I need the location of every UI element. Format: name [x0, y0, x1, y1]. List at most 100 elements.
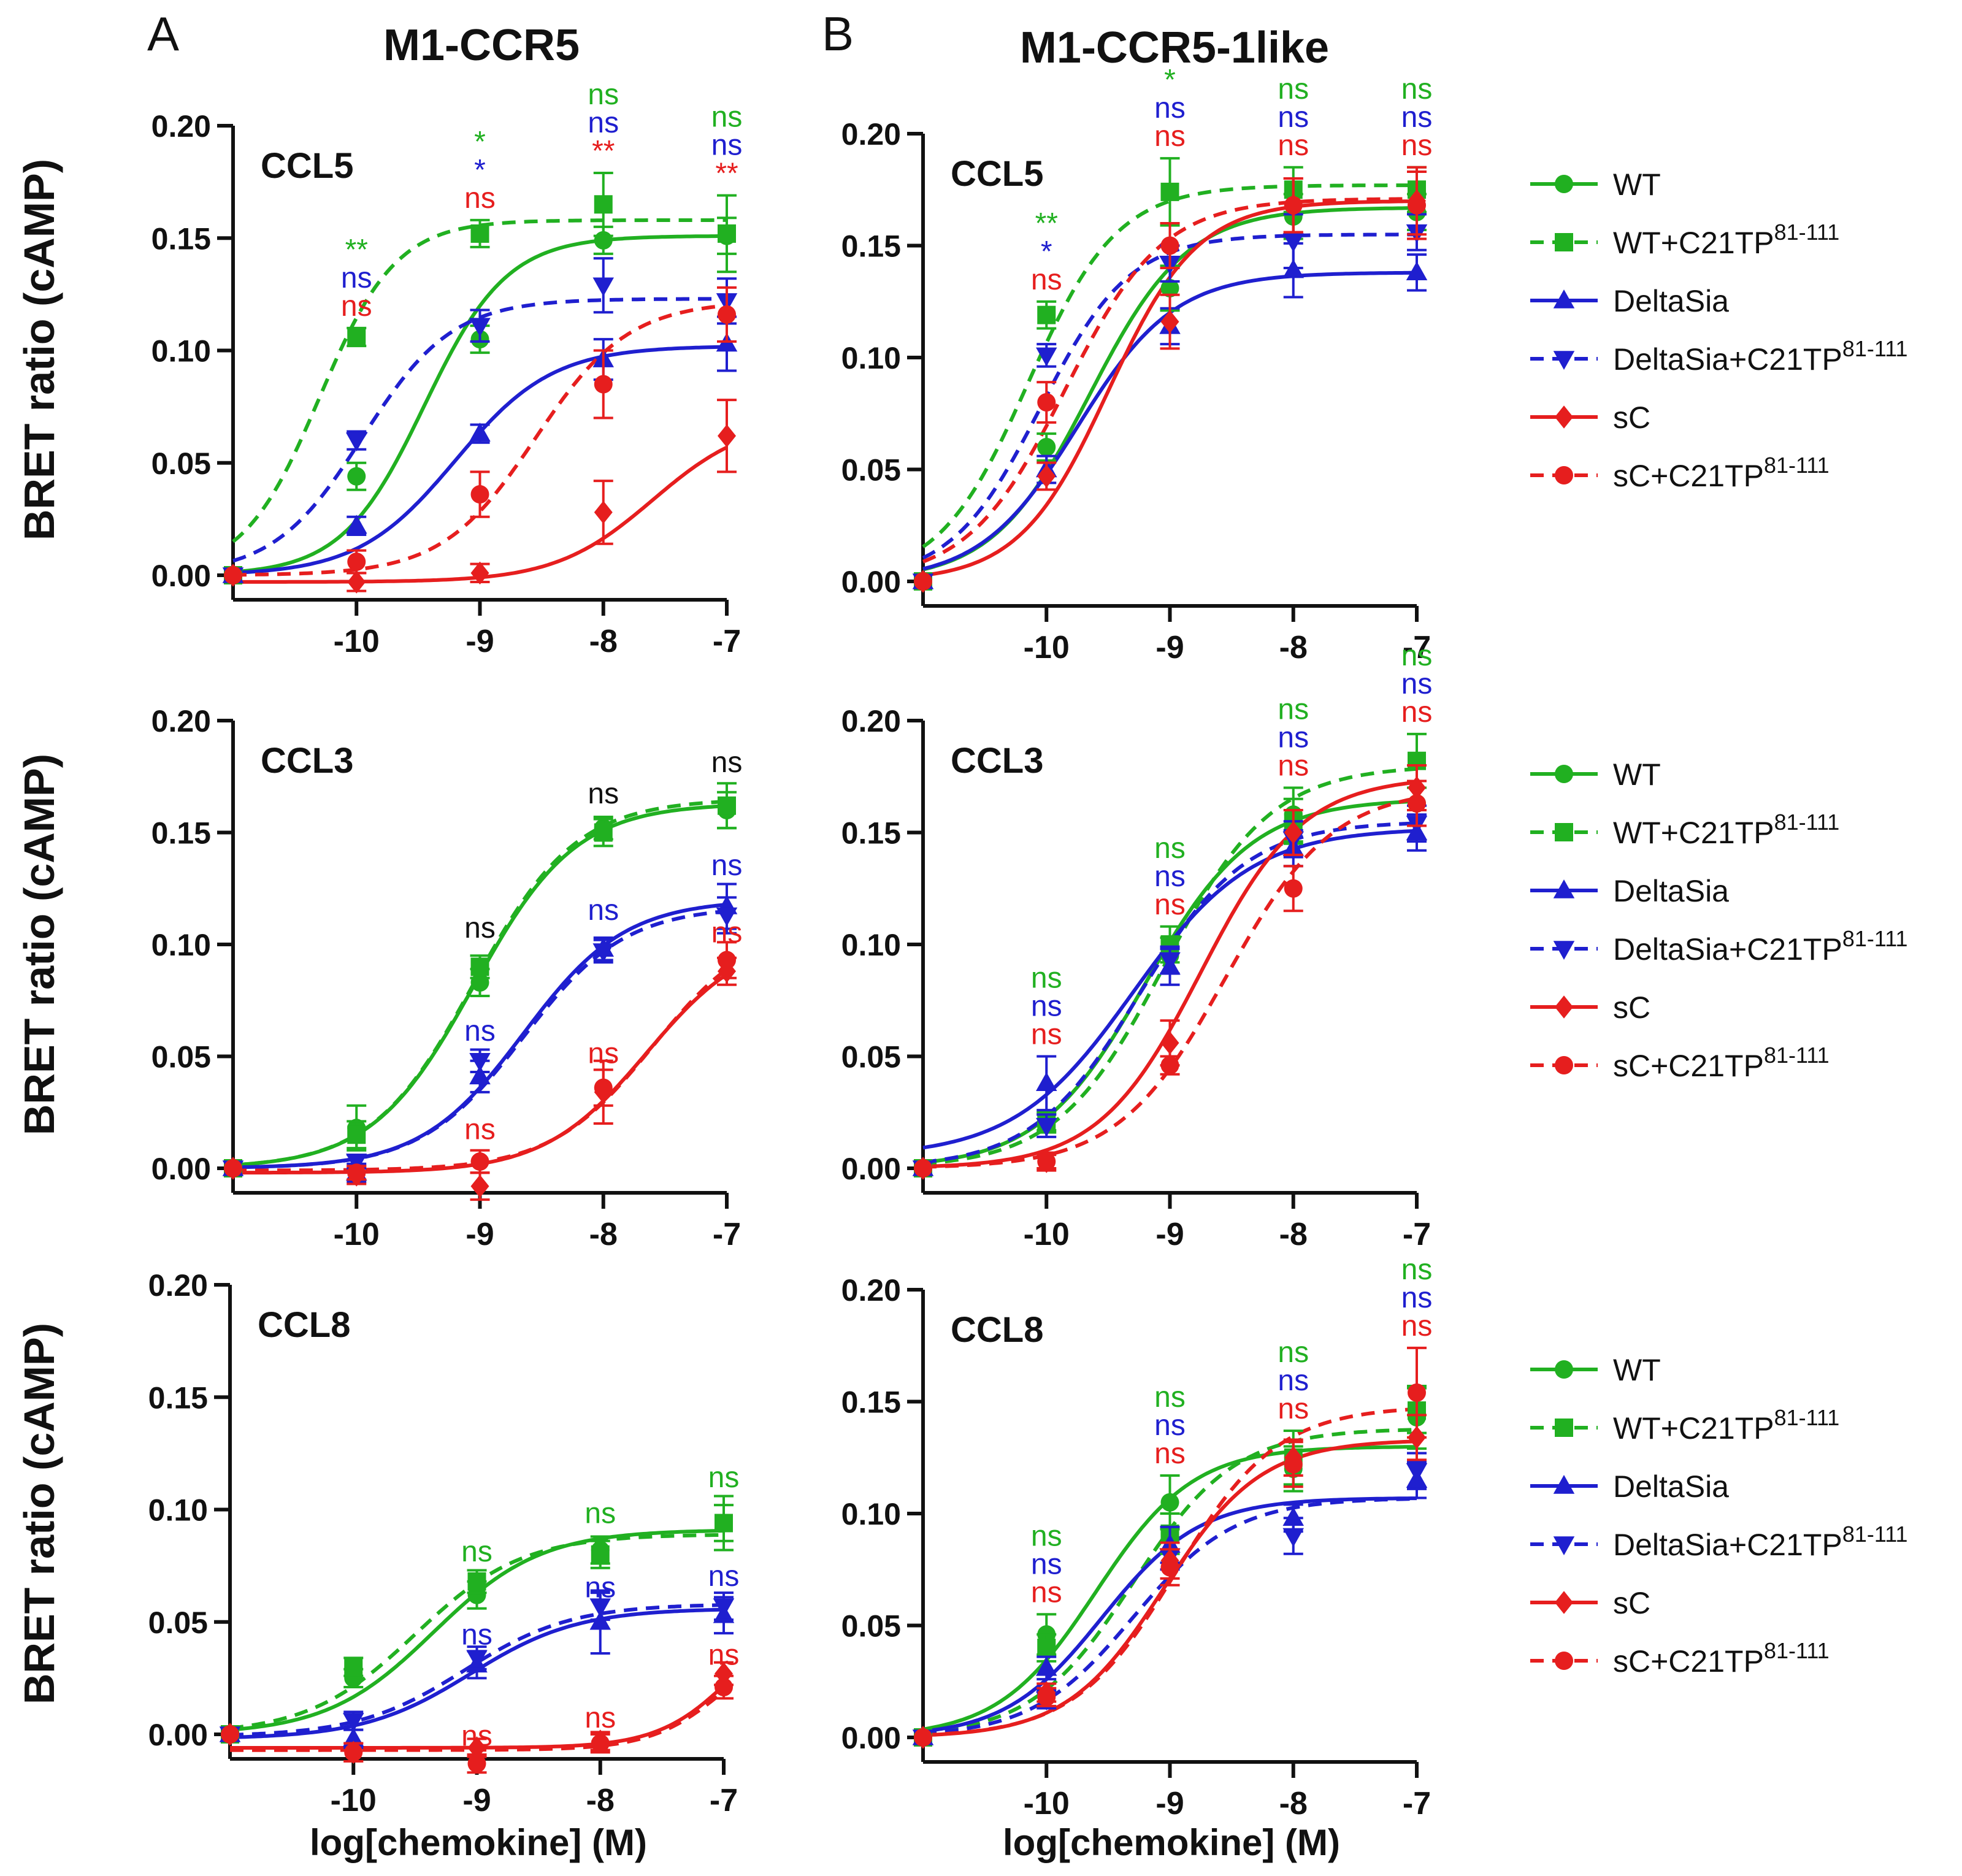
data-point — [1037, 1639, 1056, 1657]
data-point — [1408, 794, 1426, 813]
significance-label: ns — [1401, 1310, 1433, 1342]
legend-label: DeltaSia — [1613, 1469, 1729, 1504]
data-point — [1282, 233, 1304, 253]
legend-marker — [1553, 879, 1575, 898]
legend-row1: WT WT+C21TP81-111 DeltaSia DeltaSia+C21TP81… — [1530, 167, 1908, 493]
significance-label: ns — [464, 1015, 496, 1047]
significance-label: ns — [461, 1720, 492, 1752]
y-tick-label: 0.20 — [841, 704, 901, 738]
y-tick-label: 0.10 — [151, 334, 211, 369]
significance-label: ns — [1031, 1019, 1062, 1051]
significance-label: ns — [1154, 832, 1186, 865]
significance-label: ns — [584, 1571, 616, 1604]
chart-b-ccl5: 0.000.050.100.150.20-10 -9 -8 -7CCL5ns***ns… — [841, 64, 1433, 665]
y-tick-label: 0.20 — [841, 1273, 901, 1307]
data-point — [1160, 236, 1179, 255]
significance-label: ** — [1035, 207, 1058, 240]
significance-label: ns — [588, 107, 619, 139]
chart-a-ccl5: 0.000.050.100.150.20-10 -9 -8 -7CCL5nsns**n… — [151, 78, 743, 659]
significance-label: ns — [464, 912, 496, 944]
x-tick-label: -8 — [589, 624, 618, 659]
x-tick-label: -9 — [466, 624, 494, 659]
significance-label: ns — [588, 78, 619, 111]
legend-marker — [1553, 289, 1575, 308]
data-point — [718, 305, 736, 324]
significance-label: ns — [461, 1536, 492, 1568]
panel-letter-a: A — [147, 7, 179, 61]
data-point — [1408, 1383, 1426, 1402]
significance-label: ns — [711, 916, 743, 949]
x-tick-label: -10 — [1024, 1786, 1070, 1821]
legend-marker — [1555, 466, 1573, 484]
legend-label: sC — [1613, 1586, 1650, 1620]
data-point — [591, 1734, 610, 1753]
data-point — [713, 1598, 735, 1618]
significance-label: ns — [1031, 1548, 1062, 1580]
significance-label: ns — [1401, 73, 1433, 105]
y-tick-label: 0.15 — [151, 816, 211, 851]
x-tick-label: -7 — [1403, 1217, 1431, 1252]
significance-label: ns — [464, 1114, 496, 1146]
y-tick-label: 0.10 — [841, 1497, 901, 1531]
data-point — [1036, 1117, 1057, 1137]
y-tick-label: 0.15 — [841, 1385, 901, 1420]
y-tick-label: 0.05 — [148, 1606, 208, 1640]
legend-label: sC+C21TP81-111 — [1613, 1638, 1830, 1679]
y-tick-label: 0.10 — [841, 341, 901, 375]
significance-label: ns — [1031, 990, 1062, 1023]
legend-item: DeltaSia — [1530, 1469, 1729, 1504]
legend-item: DeltaSia — [1530, 874, 1729, 908]
x-tick-label: -9 — [1155, 630, 1184, 665]
fit-curve — [232, 345, 727, 575]
data-point — [1160, 182, 1179, 201]
data-point — [716, 907, 738, 927]
significance-label: ns — [1401, 1282, 1433, 1314]
chemokine-label: CCL5 — [261, 146, 353, 186]
legend-item: sC+C21TP81-111 — [1530, 1043, 1830, 1083]
y-axis-label-row1: BRET ratio (cAMP) — [15, 159, 63, 540]
data-point — [594, 1078, 613, 1097]
significance-label: ns — [1278, 750, 1309, 783]
data-point — [594, 500, 613, 524]
significance-label: ns — [341, 262, 372, 294]
x-tick-label: -7 — [710, 1783, 738, 1818]
data-point — [346, 1154, 367, 1173]
data-point — [715, 1514, 733, 1533]
legend-item: WT+C21TP81-111 — [1530, 220, 1839, 260]
legend-item: sC — [1530, 990, 1650, 1025]
x-tick-label: -10 — [1024, 1217, 1070, 1252]
y-tick-label: 0.10 — [151, 928, 211, 962]
data-point — [718, 224, 736, 243]
data-point — [594, 195, 613, 214]
data-point — [1406, 1463, 1428, 1482]
significance-label: ns — [1154, 1438, 1186, 1470]
legend-label: sC — [1613, 990, 1650, 1025]
data-point — [914, 1728, 932, 1747]
x-tick-label: -7 — [1403, 1786, 1431, 1821]
data-point — [470, 1152, 489, 1171]
significance-label: ns — [464, 182, 496, 215]
legend-label: WT+C21TP81-111 — [1613, 1405, 1839, 1445]
significance-label: ** — [715, 158, 738, 190]
legend-marker — [1553, 941, 1575, 960]
significance-label: ns — [711, 101, 743, 134]
data-point — [718, 424, 736, 448]
significance-label: ns — [708, 1560, 740, 1593]
significance-label: * — [474, 126, 486, 158]
y-tick-label: 0.05 — [841, 1609, 901, 1644]
x-tick-label: -9 — [462, 1783, 491, 1818]
data-point — [591, 1545, 610, 1564]
data-point — [914, 572, 932, 591]
data-point — [467, 1754, 486, 1773]
data-point — [1282, 1528, 1304, 1547]
legend-item: DeltaSia+C21TP81-111 — [1530, 1522, 1908, 1562]
significance-label: ns — [1154, 120, 1186, 153]
legend-item: WT+C21TP81-111 — [1530, 810, 1839, 850]
significance-label: ns — [1154, 92, 1186, 124]
legend-item: sC — [1530, 1586, 1650, 1620]
y-tick-label: 0.15 — [148, 1380, 208, 1415]
data-point — [592, 277, 614, 297]
data-point — [347, 327, 366, 346]
significance-label: ns — [1401, 129, 1433, 162]
significance-label: ns — [1154, 1409, 1186, 1442]
